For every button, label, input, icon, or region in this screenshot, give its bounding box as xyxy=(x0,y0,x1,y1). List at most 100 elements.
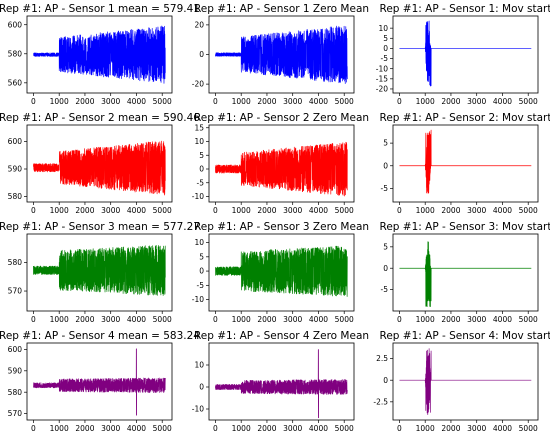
x-tick-label: 4000 xyxy=(127,315,146,324)
y-tick-label: 570 xyxy=(8,287,23,296)
x-tick-label: 0 xyxy=(213,424,218,433)
x-tick-label: 1000 xyxy=(232,424,251,433)
x-tick-label: 1000 xyxy=(50,315,69,324)
subplot-title: Rep #1: AP - Sensor 3: Mov start xyxy=(380,221,550,233)
y-tick-label: 580 xyxy=(8,49,23,58)
x-tick-label: 3000 xyxy=(101,206,120,215)
x-tick-label: 2000 xyxy=(441,424,460,433)
subplot-title: Rep #1: AP - Sensor 2 Zero Mean xyxy=(194,112,369,124)
y-tick-label: 0 xyxy=(199,267,204,276)
x-tick-label: 4000 xyxy=(493,97,512,106)
y-tick-label: -20 xyxy=(192,80,204,89)
x-tick-label: 0 xyxy=(31,97,36,106)
x-tick-label: 4000 xyxy=(493,206,512,215)
y-tick-label: 600 xyxy=(8,345,23,354)
x-tick-label: 4000 xyxy=(127,97,146,106)
y-tick-label: 2.5 xyxy=(376,354,388,363)
x-tick-label: 3000 xyxy=(283,97,302,106)
series-line xyxy=(33,140,166,196)
axes-frame xyxy=(392,342,539,421)
x-tick-label: 3000 xyxy=(101,424,120,433)
y-tick-label: 5 xyxy=(383,242,388,251)
x-tick-label: 4000 xyxy=(309,315,328,324)
y-tick-label: 0 xyxy=(383,264,388,273)
y-tick-label: -5 xyxy=(381,54,389,63)
y-tick-label: 580 xyxy=(8,192,23,201)
subplot-11: Rep #1: AP - Sensor 4 Zero Mean 0 1000 2000… xyxy=(192,330,369,433)
y-tick-label: 0 xyxy=(383,376,388,385)
x-tick-label: 0 xyxy=(213,97,218,106)
x-tick-label: 0 xyxy=(31,206,36,215)
y-tick-label: -15 xyxy=(376,74,388,83)
x-tick-label: 0 xyxy=(397,424,402,433)
y-tick-label: 10 xyxy=(378,24,388,33)
y-tick-label: 5 xyxy=(383,139,388,148)
x-tick-label: 5000 xyxy=(153,97,172,106)
y-tick-label: 0 xyxy=(383,161,388,170)
x-tick-label: 1000 xyxy=(232,206,251,215)
x-tick-label: 0 xyxy=(397,315,402,324)
y-tick-label: -2.5 xyxy=(373,397,388,406)
axes-frame xyxy=(26,124,173,203)
subplot-4: Rep #1: AP - Sensor 2 mean = 590.46 0 1000… xyxy=(0,112,200,215)
x-tick-label: 0 xyxy=(397,206,402,215)
x-tick-label: 4000 xyxy=(493,424,512,433)
x-tick-label: 3000 xyxy=(101,315,120,324)
subplot-1: Rep #1: AP - Sensor 1 mean = 579.41 0 1000… xyxy=(0,3,200,106)
series-line xyxy=(33,348,166,416)
x-tick-label: 3000 xyxy=(467,97,486,106)
x-tick-label: 3000 xyxy=(283,315,302,324)
y-tick-label: 10 xyxy=(194,238,204,247)
subplot-3: Rep #1: AP - Sensor 1: Mov start 0 1000 200… xyxy=(376,3,550,106)
y-tick-label: 0 xyxy=(199,165,204,174)
y-tick-label: -10 xyxy=(376,64,388,73)
y-tick-label: 5 xyxy=(199,252,204,261)
subplot-title: Rep #1: AP - Sensor 1 mean = 579.41 xyxy=(0,3,200,15)
x-tick-label: 5000 xyxy=(519,315,538,324)
axes-frame xyxy=(392,233,539,312)
y-tick-label: 5 xyxy=(383,34,388,43)
series-line xyxy=(399,129,532,194)
y-tick-label: 590 xyxy=(8,366,23,375)
subplot-6: Rep #1: AP - Sensor 2: Mov start 0 1000 200… xyxy=(380,112,550,215)
x-tick-label: 3000 xyxy=(467,315,486,324)
x-tick-label: 5000 xyxy=(335,315,354,324)
x-tick-label: 1000 xyxy=(416,315,435,324)
subplot-title: Rep #1: AP - Sensor 4 Zero Mean xyxy=(194,330,369,342)
x-tick-label: 3000 xyxy=(467,424,486,433)
x-tick-label: 2000 xyxy=(75,315,94,324)
y-tick-label: 580 xyxy=(8,388,23,397)
x-tick-label: 2000 xyxy=(75,206,94,215)
y-tick-label: 560 xyxy=(8,78,23,87)
series-line xyxy=(399,241,532,307)
axes-frame xyxy=(208,124,355,203)
y-tick-label: 600 xyxy=(8,20,23,29)
subplot-title: Rep #1: AP - Sensor 3 Zero Mean xyxy=(194,221,369,233)
x-tick-label: 0 xyxy=(397,97,402,106)
subplot-title: Rep #1: AP - Sensor 2: Mov start xyxy=(380,112,550,124)
subplot-2: Rep #1: AP - Sensor 1 Zero Mean 0 1000 2000… xyxy=(192,3,369,106)
axes-frame xyxy=(26,15,173,94)
axes-frame xyxy=(26,342,173,421)
x-tick-label: 2000 xyxy=(75,424,94,433)
x-tick-label: 5000 xyxy=(153,206,172,215)
x-tick-label: 1000 xyxy=(416,97,435,106)
x-tick-label: 3000 xyxy=(467,206,486,215)
x-tick-label: 3000 xyxy=(101,97,120,106)
subplot-5: Rep #1: AP - Sensor 2 Zero Mean 0 1000 2000… xyxy=(192,112,369,215)
subplot-title: Rep #1: AP - Sensor 1 Zero Mean xyxy=(194,3,369,15)
x-tick-label: 2000 xyxy=(257,424,276,433)
series-line xyxy=(215,245,348,297)
x-tick-label: 5000 xyxy=(519,97,538,106)
x-tick-label: 5000 xyxy=(153,424,172,433)
subplot-title: Rep #1: AP - Sensor 4 mean = 583.24 xyxy=(0,330,200,342)
subplot-12: Rep #1: AP - Sensor 4: Mov start 0 1000 200… xyxy=(373,330,550,433)
axes-frame xyxy=(208,342,355,421)
y-tick-label: -5 xyxy=(197,281,205,290)
x-tick-label: 0 xyxy=(213,315,218,324)
y-tick-label: 0 xyxy=(383,44,388,53)
x-tick-label: 1000 xyxy=(50,97,69,106)
x-tick-label: 2000 xyxy=(257,97,276,106)
x-tick-label: 0 xyxy=(31,424,36,433)
series-line xyxy=(215,141,348,197)
